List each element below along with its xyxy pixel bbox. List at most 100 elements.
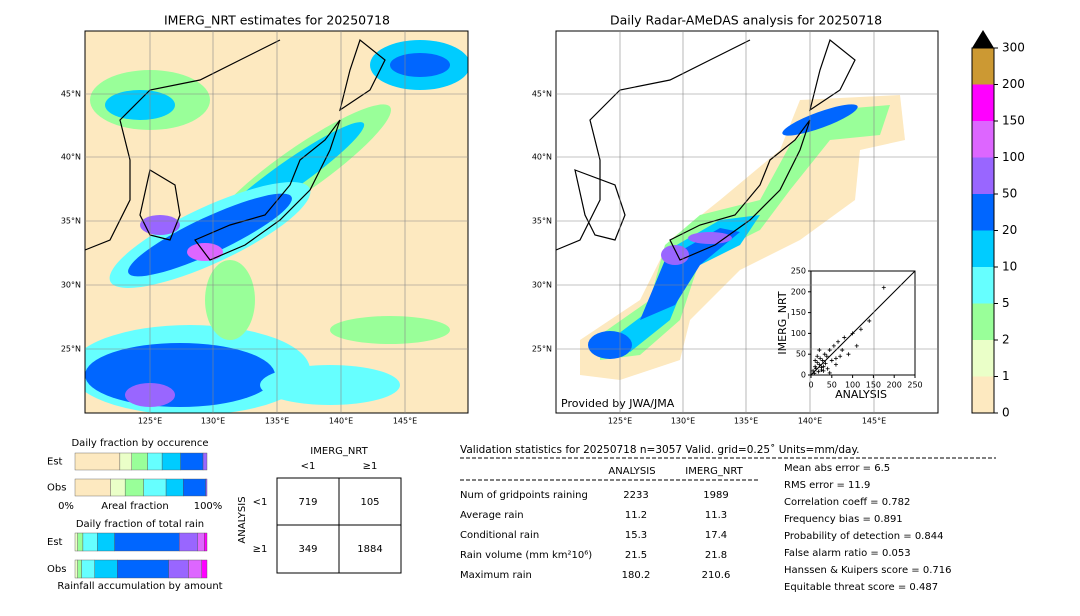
fraction-segment xyxy=(110,478,126,497)
fraction-segment xyxy=(205,478,208,497)
colorbar-label: 100 xyxy=(1002,150,1025,164)
scatter-point xyxy=(820,358,825,363)
lon-label: 145°E xyxy=(393,417,417,426)
fraction-segment xyxy=(197,532,205,552)
fraction-segment xyxy=(117,559,169,579)
fraction-segment xyxy=(74,478,111,497)
scatter-point xyxy=(813,364,818,369)
right-map-frame xyxy=(555,30,939,414)
lon-label: 135°E xyxy=(734,417,758,426)
x-tick-label: 200 xyxy=(887,381,902,390)
stats-value: 21.5 xyxy=(625,550,647,561)
lat-label: 40°N xyxy=(61,153,81,162)
scatter-point xyxy=(881,285,886,290)
y-tick-label: 50 xyxy=(796,350,806,359)
lon-label: 140°E xyxy=(798,417,822,426)
fraction-segment xyxy=(74,452,121,471)
occurrence-title: Daily fraction by occurence xyxy=(71,438,208,449)
stats-value: 15.3 xyxy=(625,530,647,541)
scatter-point xyxy=(829,358,834,363)
scatter-point xyxy=(833,356,838,361)
scatter-point xyxy=(824,354,829,359)
stats-label: Num of gridpoints raining xyxy=(460,490,588,501)
stats-value: 11.3 xyxy=(705,510,727,521)
colorbar-segment xyxy=(972,121,994,158)
fraction-segment xyxy=(97,532,115,552)
scatter-point xyxy=(836,339,841,344)
colorbar-extend xyxy=(972,30,994,48)
scatter-point xyxy=(867,318,872,323)
x-tick-label: 50 xyxy=(827,381,837,390)
row-label: <1 xyxy=(253,497,268,508)
total-rain-caption: Rainfall accumulation by amount xyxy=(57,581,222,592)
scatter-point xyxy=(831,343,836,348)
fraction-segment xyxy=(131,452,148,471)
colorbar-segment xyxy=(972,376,994,413)
left-map-field xyxy=(85,31,468,413)
scatter-point xyxy=(817,362,822,367)
scatter-point xyxy=(827,370,832,375)
scatter-ylabel: IMERG_NRT xyxy=(776,291,789,354)
colorbar-label: 300 xyxy=(1002,41,1025,55)
row-label: Obs xyxy=(47,564,66,575)
colorbar-segment xyxy=(972,194,994,231)
right-map-title: Daily Radar-AMeDAS analysis for 20250718 xyxy=(610,13,882,28)
row-label: Obs xyxy=(47,483,66,494)
score: Probability of detection = 0.844 xyxy=(784,531,943,542)
fraction-segment xyxy=(179,532,198,552)
lon-label: 140°E xyxy=(329,417,353,426)
scatter-point xyxy=(823,361,828,366)
scatter-point xyxy=(821,364,826,369)
left-map-frame xyxy=(84,30,469,414)
score: Hanssen & Kuipers score = 0.716 xyxy=(784,565,951,576)
scatter-point xyxy=(818,356,823,361)
cell: 1884 xyxy=(357,544,382,555)
lon-label: 130°E xyxy=(201,417,225,426)
cell: 105 xyxy=(360,497,379,508)
fraction-segment xyxy=(77,559,82,579)
score: Frequency bias = 0.891 xyxy=(784,514,903,525)
stats-value: 1989 xyxy=(703,490,728,501)
lat-label: 45°N xyxy=(532,90,552,99)
y-tick-label: 100 xyxy=(791,329,806,338)
score: Correlation coeff = 0.782 xyxy=(784,497,910,508)
y-tick-label: 250 xyxy=(791,267,806,276)
fraction-segment xyxy=(77,532,84,552)
cont-col-title: IMERG_NRT xyxy=(310,446,368,457)
stats-value: 180.2 xyxy=(622,570,651,581)
lon-label: 130°E xyxy=(671,417,695,426)
scatter-point xyxy=(840,348,845,353)
x-tick-label: 0 xyxy=(808,381,813,390)
scatter-point xyxy=(811,368,816,373)
colorbar-segment xyxy=(972,303,994,340)
fraction-segment xyxy=(183,478,206,497)
fraction-segment xyxy=(82,532,98,552)
score: Equitable threat score = 0.487 xyxy=(784,582,938,593)
scatter-point xyxy=(827,348,832,353)
fraction-segment xyxy=(180,452,204,471)
lat-label: 30°N xyxy=(532,281,552,290)
colorbar-label: 10 xyxy=(1002,260,1017,274)
scatter-xlabel: ANALYSIS xyxy=(835,388,887,401)
stats-header: IMERG_NRT xyxy=(685,466,743,477)
scatter-point xyxy=(838,354,843,359)
scatter-point xyxy=(813,358,818,363)
colorbar-label: 0 xyxy=(1002,406,1010,420)
fraction-segment xyxy=(114,532,180,552)
lat-label: 30°N xyxy=(61,281,81,290)
score: False alarm ratio = 0.053 xyxy=(784,548,911,559)
row-label: ≥1 xyxy=(253,544,268,555)
x-tick-label: 250 xyxy=(907,381,922,390)
colorbar-segment xyxy=(972,340,994,377)
stats-label: Rain volume (mm km²10⁶) xyxy=(460,550,592,561)
scatter-point xyxy=(842,335,847,340)
scatter-point xyxy=(858,327,863,332)
y-tick-label: 150 xyxy=(791,308,806,317)
credit: Provided by JWA/JMA xyxy=(561,397,675,410)
stats-title: Validation statistics for 20250718 n=305… xyxy=(460,444,860,456)
stats-value: 11.2 xyxy=(625,510,647,521)
fraction-segment xyxy=(147,452,163,471)
cell: 349 xyxy=(298,544,317,555)
fraction-segment xyxy=(94,559,118,579)
row-label: Est xyxy=(47,457,63,468)
